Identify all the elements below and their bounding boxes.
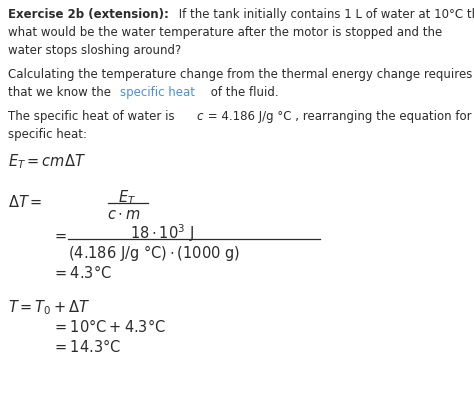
Text: $c$: $c$ [196, 110, 204, 123]
Text: water stops sloshing around?: water stops sloshing around? [8, 44, 181, 57]
Text: Exercise 2b (extension):: Exercise 2b (extension): [8, 8, 169, 21]
Text: specific heat:: specific heat: [8, 128, 87, 141]
Text: $T = T_0 + \Delta T$: $T = T_0 + \Delta T$ [8, 297, 91, 316]
Text: $=$: $=$ [52, 228, 67, 242]
Text: The specific heat of water is: The specific heat of water is [8, 110, 178, 123]
Text: $c \cdot m$: $c \cdot m$ [107, 206, 141, 221]
Text: what would be the water temperature after the motor is stopped and the: what would be the water temperature afte… [8, 26, 442, 39]
Text: $E_T = cm\Delta T$: $E_T = cm\Delta T$ [8, 152, 86, 170]
Text: specific heat: specific heat [120, 86, 195, 99]
Text: $= 14.3°\text{C}$: $= 14.3°\text{C}$ [52, 337, 121, 354]
Text: $= 4.3°\text{C}$: $= 4.3°\text{C}$ [52, 263, 112, 280]
Text: $= 10°\text{C} + 4.3°\text{C}$: $= 10°\text{C} + 4.3°\text{C}$ [52, 317, 166, 334]
Text: $(4.186\text{ J/g }°\text{C})\cdot(1000\text{ g})$: $(4.186\text{ J/g }°\text{C})\cdot(1000\… [68, 242, 240, 262]
Text: $E_T$: $E_T$ [118, 188, 136, 206]
Text: $\Delta T = $: $\Delta T = $ [8, 194, 42, 209]
Text: $18 \cdot 10^3 \text{ J}$: $18 \cdot 10^3 \text{ J}$ [130, 221, 194, 243]
Text: If the tank initially contains 1 L of water at 10°C then: If the tank initially contains 1 L of wa… [175, 8, 474, 21]
Text: Calculating the temperature change from the thermal energy change requires: Calculating the temperature change from … [8, 68, 473, 81]
Text: that we know the: that we know the [8, 86, 115, 99]
Text: of the fluid.: of the fluid. [207, 86, 279, 99]
Text: = 4.186 J/g °C , rearranging the equation for: = 4.186 J/g °C , rearranging the equatio… [204, 110, 472, 123]
